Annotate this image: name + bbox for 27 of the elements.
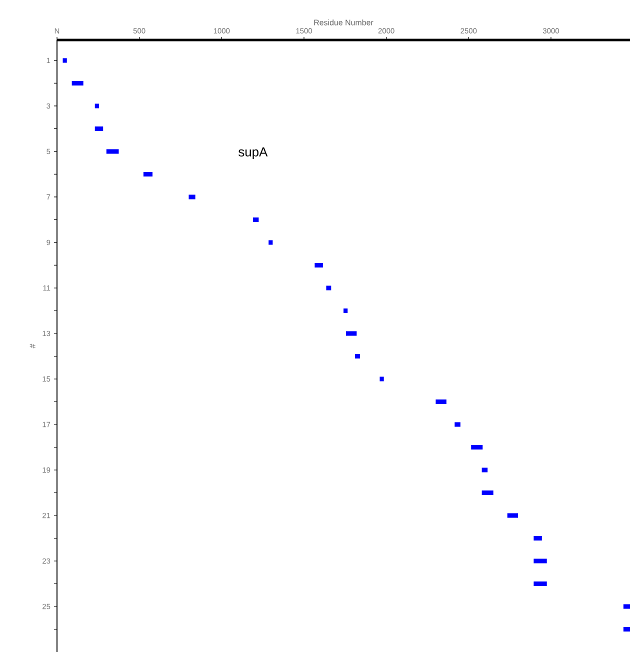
bar (188, 194, 196, 200)
bar (346, 331, 357, 336)
bar (482, 468, 488, 472)
bar (252, 217, 259, 222)
annotation: supA (238, 147, 268, 160)
bar (355, 354, 360, 359)
bar (623, 604, 630, 609)
bar (507, 513, 518, 518)
bar (94, 126, 104, 132)
bar (623, 626, 630, 632)
bar (482, 490, 494, 496)
bar (314, 262, 323, 268)
bar (106, 149, 119, 154)
bar (534, 536, 542, 541)
bar (62, 58, 67, 63)
bar (454, 422, 460, 427)
bar (534, 558, 547, 564)
bar (94, 104, 99, 108)
bar (380, 376, 384, 382)
bar (268, 240, 273, 245)
bar (471, 444, 483, 450)
bar (436, 399, 446, 404)
bar (534, 581, 547, 586)
bar (344, 308, 348, 314)
bar (72, 80, 84, 86)
bar (326, 286, 332, 290)
bar (143, 172, 152, 177)
